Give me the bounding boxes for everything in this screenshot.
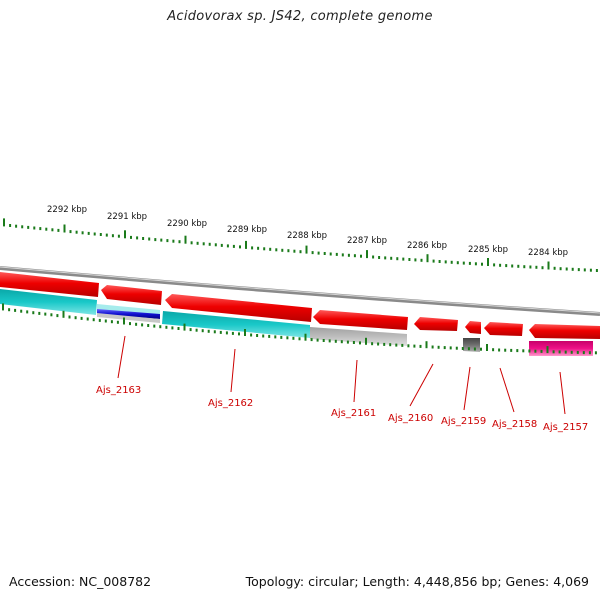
- inner-scale-ticks: [2, 303, 597, 355]
- genome-summary-text: Topology: circular; Length: 4,448,856 bp…: [245, 574, 589, 589]
- gene-block-gray[interactable]: [310, 327, 407, 346]
- gene-label[interactable]: Ajs_2161: [331, 408, 376, 419]
- scale-label: 2291 kbp: [107, 212, 147, 222]
- leader-line: [559, 371, 566, 415]
- leader-line: [463, 366, 471, 411]
- scale-label: 2292 kbp: [47, 205, 87, 215]
- scale-label: 2287 kbp: [347, 236, 387, 246]
- gene-arrow[interactable]: [529, 324, 600, 339]
- gene-arrow[interactable]: [0, 272, 99, 297]
- scale-label: 2286 kbp: [407, 241, 447, 251]
- gene-leader-lines: [117, 335, 566, 415]
- gene-block-gray[interactable]: [97, 313, 160, 323]
- scale-label: 2285 kbp: [468, 245, 508, 255]
- gene-arrow[interactable]: [414, 317, 458, 331]
- gene-labels: Ajs_2163 Ajs_2162 Ajs_2161 Ajs_2160 Ajs_…: [96, 385, 588, 433]
- genome-title: Acidovorax sp. JS42, complete genome: [167, 9, 433, 24]
- gene-arrow[interactable]: [484, 322, 523, 336]
- gene-block-cyan[interactable]: [162, 311, 310, 338]
- leader-line: [230, 348, 236, 393]
- genome-backbone-highlight: [0, 266, 600, 314]
- gene-label[interactable]: Ajs_2158: [492, 419, 537, 430]
- leader-line: [117, 335, 126, 379]
- outer-scale-ticks: [3, 218, 598, 272]
- cds-track-top: [0, 272, 600, 339]
- gene-arrow[interactable]: [101, 285, 162, 305]
- leader-line: [409, 363, 434, 407]
- gene-label[interactable]: Ajs_2163: [96, 385, 141, 396]
- gene-block-cyan[interactable]: [0, 289, 97, 315]
- gene-block-dark-gray[interactable]: [463, 338, 480, 352]
- gene-label[interactable]: Ajs_2157: [543, 422, 588, 433]
- scale-labels: 2292 kbp 2291 kbp 2290 kbp 2289 kbp 2288…: [47, 205, 568, 258]
- scale-label: 2289 kbp: [227, 225, 267, 235]
- gene-label[interactable]: Ajs_2159: [441, 416, 486, 427]
- scale-label: 2284 kbp: [528, 248, 568, 258]
- accession-text: Accession: NC_008782: [9, 574, 152, 589]
- leader-line: [499, 367, 515, 413]
- gene-label[interactable]: Ajs_2162: [208, 398, 253, 409]
- gene-arrow[interactable]: [313, 310, 408, 330]
- leader-line: [353, 359, 358, 403]
- scale-label: 2288 kbp: [287, 231, 327, 241]
- gene-block-blue[interactable]: [97, 309, 160, 319]
- genome-backbone: [0, 266, 600, 316]
- gene-arrow[interactable]: [165, 294, 312, 322]
- gene-label[interactable]: Ajs_2160: [388, 413, 433, 424]
- gene-arrow[interactable]: [465, 321, 481, 334]
- feature-track-bottom: [0, 289, 593, 356]
- scale-label: 2290 kbp: [167, 219, 207, 229]
